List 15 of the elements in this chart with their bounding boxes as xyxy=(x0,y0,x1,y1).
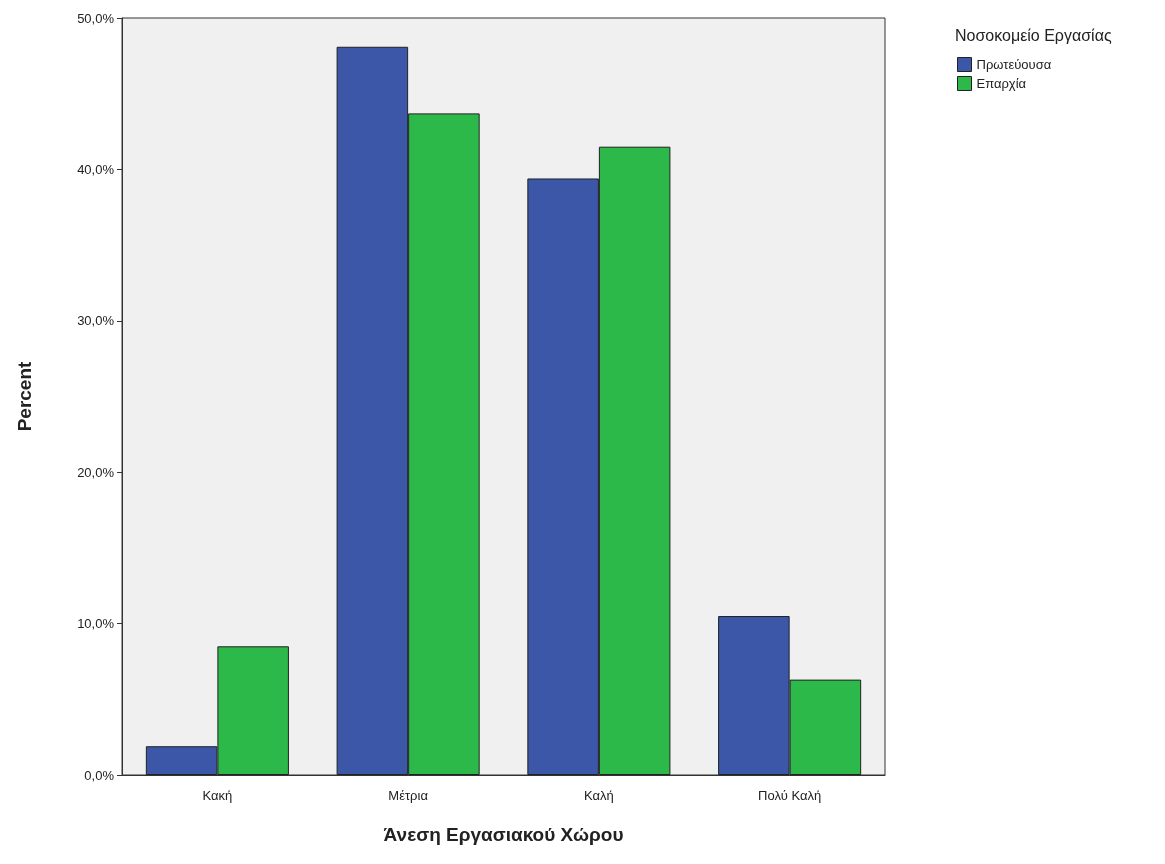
legend-title: Νοσοκομείο Εργασίας xyxy=(955,26,1112,44)
x-tick-label: Πολύ Καλή xyxy=(758,788,822,803)
y-tick-label: 50,0% xyxy=(77,10,115,26)
x-tick-label: Μέτρια xyxy=(388,788,429,803)
legend-label: Επαρχία xyxy=(976,76,1027,91)
y-tick-label: 40,0% xyxy=(77,161,115,177)
y-tick-label: 20,0% xyxy=(77,464,115,480)
legend-label: Πρωτεύουσα xyxy=(976,57,1052,72)
y-tick-label: 0,0% xyxy=(84,767,115,783)
x-tick-label: Κακή xyxy=(202,788,233,803)
y-tick-label: 30,0% xyxy=(77,313,115,329)
x-tick-label: Καλή xyxy=(583,788,614,803)
y-axis-title: Percent xyxy=(14,360,35,432)
x-axis-title: Άνεση Εργασιακού Χώρου xyxy=(383,824,624,845)
y-tick-label: 10,0% xyxy=(77,616,115,632)
